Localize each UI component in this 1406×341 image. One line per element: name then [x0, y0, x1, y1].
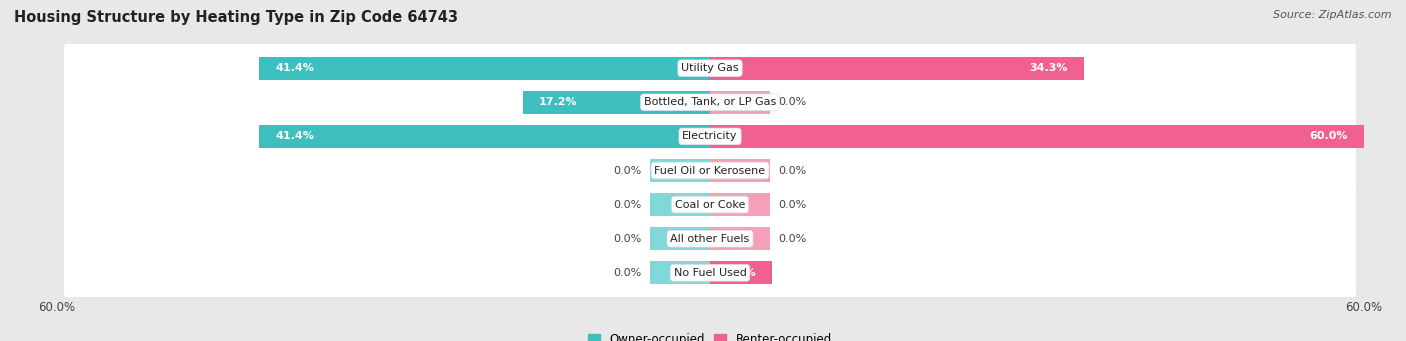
Text: Bottled, Tank, or LP Gas: Bottled, Tank, or LP Gas: [644, 97, 776, 107]
Text: 0.0%: 0.0%: [613, 165, 641, 176]
Bar: [259, 125, 710, 148]
Bar: [650, 193, 710, 216]
Text: No Fuel Used: No Fuel Used: [673, 268, 747, 278]
FancyBboxPatch shape: [63, 172, 1357, 238]
FancyBboxPatch shape: [63, 70, 1357, 135]
Text: Electricity: Electricity: [682, 131, 738, 142]
Bar: [523, 91, 710, 114]
FancyBboxPatch shape: [63, 240, 1357, 306]
Text: 0.0%: 0.0%: [613, 268, 641, 278]
Text: Utility Gas: Utility Gas: [682, 63, 738, 73]
FancyBboxPatch shape: [63, 69, 1357, 135]
Text: 34.3%: 34.3%: [1029, 63, 1067, 73]
Text: Source: ZipAtlas.com: Source: ZipAtlas.com: [1274, 10, 1392, 20]
Bar: [710, 193, 770, 216]
FancyBboxPatch shape: [63, 240, 1357, 305]
FancyBboxPatch shape: [63, 172, 1357, 237]
Text: Housing Structure by Heating Type in Zip Code 64743: Housing Structure by Heating Type in Zip…: [14, 10, 458, 25]
Bar: [710, 227, 770, 250]
Text: 60.0%: 60.0%: [1309, 131, 1347, 142]
Bar: [710, 57, 1084, 80]
FancyBboxPatch shape: [63, 36, 1357, 101]
Bar: [650, 159, 710, 182]
Bar: [710, 91, 770, 114]
Text: Fuel Oil or Kerosene: Fuel Oil or Kerosene: [654, 165, 766, 176]
FancyBboxPatch shape: [63, 206, 1357, 272]
Text: 0.0%: 0.0%: [779, 97, 807, 107]
Text: 0.0%: 0.0%: [779, 234, 807, 244]
FancyBboxPatch shape: [63, 206, 1357, 271]
FancyBboxPatch shape: [63, 103, 1357, 169]
Bar: [650, 227, 710, 250]
Text: 0.0%: 0.0%: [779, 199, 807, 210]
FancyBboxPatch shape: [63, 35, 1357, 101]
FancyBboxPatch shape: [63, 138, 1357, 203]
Bar: [650, 261, 710, 284]
Text: 17.2%: 17.2%: [538, 97, 578, 107]
Text: 0.0%: 0.0%: [613, 199, 641, 210]
Bar: [259, 57, 710, 80]
Text: 41.4%: 41.4%: [276, 63, 314, 73]
Bar: [710, 261, 772, 284]
FancyBboxPatch shape: [63, 137, 1357, 204]
Bar: [710, 159, 770, 182]
Text: 41.4%: 41.4%: [276, 131, 314, 142]
Text: Coal or Coke: Coal or Coke: [675, 199, 745, 210]
FancyBboxPatch shape: [63, 104, 1357, 169]
Text: All other Fuels: All other Fuels: [671, 234, 749, 244]
Bar: [710, 125, 1364, 148]
Legend: Owner-occupied, Renter-occupied: Owner-occupied, Renter-occupied: [588, 333, 832, 341]
Text: 0.0%: 0.0%: [613, 234, 641, 244]
Text: 0.0%: 0.0%: [779, 165, 807, 176]
Text: 5.7%: 5.7%: [725, 268, 756, 278]
